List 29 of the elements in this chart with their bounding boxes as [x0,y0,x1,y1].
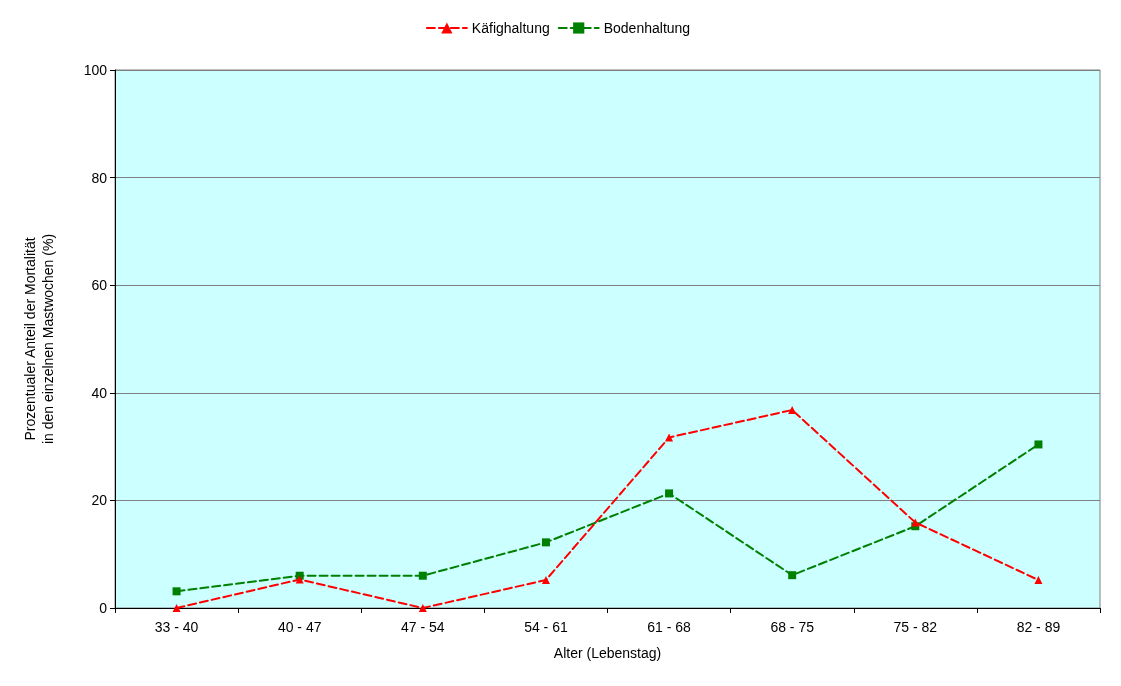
point [788,571,797,580]
y-tick-label: 100 [83,62,108,78]
x-tick-label: 61 - 68 [647,619,692,635]
y-tick-label: 40 [91,384,108,401]
x-tick-label: 54 - 61 [524,619,568,635]
point [418,571,427,580]
x-tick-label: 47 - 54 [401,619,445,635]
x-tick-label: 33 - 40 [154,619,199,635]
x-tick-label: 82 - 89 [1016,619,1061,635]
x-axis-title: Alter (Lebenstag) [553,645,662,661]
x-tick-label: 68 - 75 [770,619,815,635]
point [541,538,550,547]
legend-label: Käfighaltung [471,20,550,36]
point [665,489,674,498]
y-tick-label: 60 [91,277,108,294]
y-tick-label: 0 [99,600,108,616]
point [1034,440,1043,449]
point [1034,576,1043,585]
y-tick-label: 20 [91,492,108,509]
y-axis-title: Prozentualer Anteil der Mortalität in den einzelnen Mastwochen (%) [22,233,56,445]
point [418,604,427,612]
y-tick-label: 80 [91,169,108,186]
point [541,576,550,585]
point [788,406,797,415]
x-tick-label: 40 - 47 [277,619,322,635]
x-tick-label: 75 - 82 [893,619,938,635]
point [172,604,181,612]
point [172,587,181,596]
legend-label: Bodenhaltung [603,20,691,36]
